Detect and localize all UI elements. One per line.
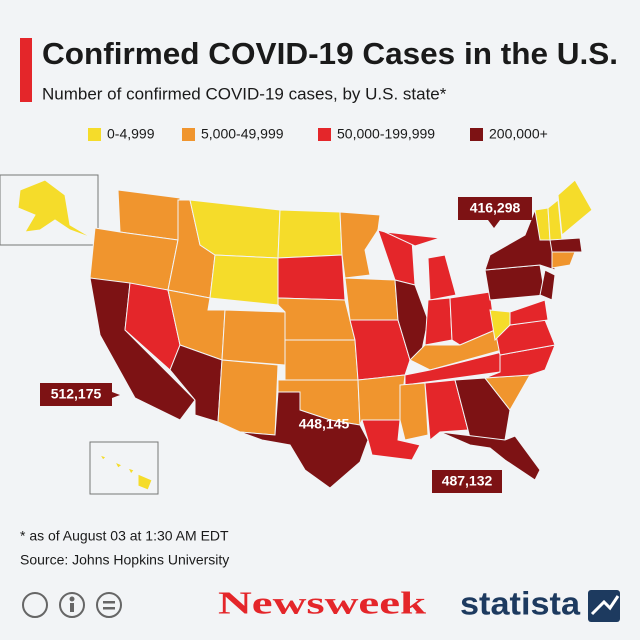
map (0, 174, 593, 495)
state (484, 264, 546, 301)
state (549, 237, 583, 253)
callout-box (458, 197, 532, 228)
state (399, 382, 429, 441)
alaska-box (0, 174, 99, 246)
legend-label: 5,000-49,999 (201, 126, 284, 142)
state (361, 419, 421, 461)
state (284, 339, 359, 381)
legend-label: 50,000-199,999 (337, 126, 435, 142)
legend-swatch (182, 128, 195, 141)
callout-label: 416,298 (470, 200, 521, 216)
state (117, 189, 181, 241)
icon (70, 603, 74, 612)
state (439, 431, 541, 481)
title-bar (20, 38, 32, 102)
state (384, 231, 441, 247)
state (137, 473, 153, 491)
state (557, 179, 593, 236)
legend-swatch (318, 128, 331, 141)
icon (103, 601, 115, 604)
source: Source: Johns Hopkins University (20, 552, 229, 568)
state (127, 467, 135, 475)
state (17, 179, 93, 239)
state (539, 269, 556, 301)
state (509, 299, 549, 326)
state (344, 277, 399, 321)
state (427, 254, 457, 301)
legend-label: 200,000+ (489, 126, 548, 142)
icon (69, 596, 75, 602)
callout-label: 487,132 (442, 473, 493, 489)
subtitle: Number of confirmed COVID-19 cases, by U… (42, 84, 447, 103)
callout-label: 512,175 (51, 386, 102, 402)
icon (59, 592, 85, 618)
statista-icon (588, 590, 620, 622)
icon (96, 592, 122, 618)
state (424, 297, 453, 346)
legend-label: 0-4,999 (107, 126, 155, 142)
statista-logo: statista (460, 585, 580, 621)
state (551, 251, 576, 269)
state (424, 379, 469, 441)
callout-label: 448,145 (299, 416, 350, 432)
footnote: * as of August 03 at 1:30 AM EDT (20, 528, 229, 544)
state (217, 359, 279, 436)
legend-swatch (470, 128, 483, 141)
legend: 0-4,999 5,000-49,999 50,000-199,999 200,000… (88, 126, 548, 142)
license-icons (22, 592, 122, 618)
state (277, 297, 356, 341)
callout-box (432, 470, 502, 493)
state (113, 461, 123, 469)
state (277, 254, 346, 301)
state (239, 391, 369, 489)
state (357, 374, 406, 426)
state (209, 254, 279, 306)
statista-icon (590, 595, 620, 616)
hawaii-box (89, 441, 159, 495)
legend-swatch (88, 128, 101, 141)
icon (22, 592, 48, 618)
callouts: 416,298 512,175 448,145 487,132 (40, 197, 532, 493)
title: Confirmed COVID-19 Cases in the U.S. (42, 36, 618, 71)
state (221, 309, 286, 366)
newsweek-logo: Newsweek (218, 584, 426, 620)
state (98, 454, 107, 461)
state (339, 211, 381, 279)
state (277, 209, 343, 259)
callout-box (40, 383, 120, 406)
icon (103, 607, 115, 610)
